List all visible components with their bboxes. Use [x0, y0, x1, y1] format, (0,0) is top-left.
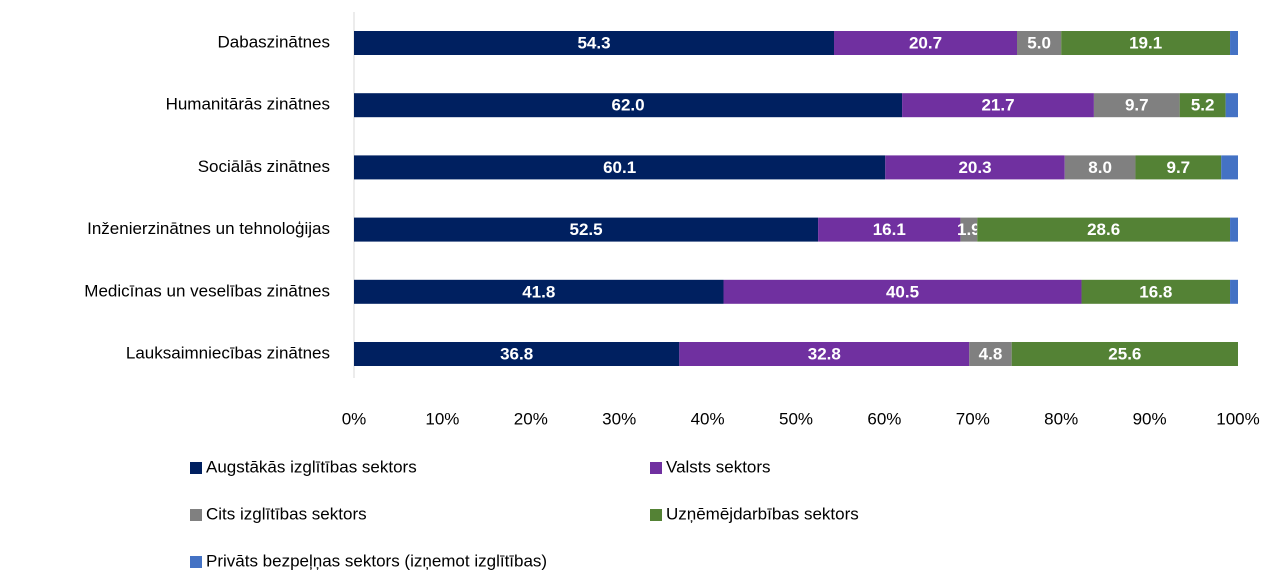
category-label: Medicīnas un veselības zinātnes	[84, 281, 330, 300]
data-label: 5.2	[1191, 96, 1215, 115]
data-label: 5.0	[1027, 33, 1051, 52]
legend-label: Privāts bezpeļņas sektors (izņemot izglī…	[206, 551, 547, 570]
legend-swatch	[190, 509, 202, 521]
data-label: 36.8	[500, 344, 533, 363]
bar-segment	[1061, 31, 1231, 55]
bar-segment	[960, 217, 978, 242]
x-tick-label: 100%	[1216, 409, 1259, 428]
x-tick-label: 70%	[956, 409, 990, 428]
x-tick-label: 20%	[514, 409, 548, 428]
legend-swatch	[190, 462, 202, 474]
data-label: 60.1	[603, 158, 636, 177]
data-label: 41.8	[522, 282, 555, 301]
bar-segment	[1081, 279, 1231, 304]
data-label: 9.7	[1125, 96, 1149, 115]
data-label: 16.1	[873, 220, 906, 239]
bar-segment	[354, 342, 680, 366]
x-tick-label: 60%	[867, 409, 901, 428]
legend-swatch	[650, 462, 662, 474]
category-label: Lauksaimniecības zinātnes	[126, 343, 330, 362]
bar-segment	[354, 93, 903, 118]
legend-swatch	[190, 556, 202, 568]
data-label: 16.8	[1139, 282, 1172, 301]
category-label: Humanitārās zinātnes	[166, 95, 330, 114]
legend-swatch	[650, 509, 662, 521]
bar-segment	[885, 155, 1065, 180]
category-label: Sociālās zinātnes	[198, 157, 330, 176]
x-tick-label: 80%	[1044, 409, 1078, 428]
bar-segment	[1064, 155, 1136, 180]
data-label: 20.3	[958, 158, 991, 177]
bar-segment	[1230, 279, 1238, 304]
bar-segment	[1230, 217, 1238, 242]
legend-label: Valsts sektors	[666, 457, 771, 476]
bar-segment	[1230, 31, 1238, 55]
data-label: 4.8	[979, 344, 1003, 363]
data-label: 1.9	[957, 220, 981, 239]
category-label: Dabaszinātnes	[218, 32, 330, 51]
bar-segment	[723, 279, 1082, 304]
bar-segment	[977, 217, 1231, 242]
bar-segment	[1017, 31, 1062, 55]
bar-segment	[354, 31, 835, 55]
data-label: 25.6	[1108, 344, 1141, 363]
x-tick-label: 40%	[691, 409, 725, 428]
data-label: 21.7	[981, 96, 1014, 115]
data-label: 19.1	[1129, 33, 1162, 52]
data-label: 20.7	[909, 33, 942, 52]
bar-segment	[1011, 342, 1238, 366]
x-tick-label: 30%	[602, 409, 636, 428]
bar-segment	[818, 217, 961, 242]
legend-label: Cits izglītības sektors	[206, 504, 367, 523]
bar-segment	[354, 217, 819, 242]
x-tick-label: 90%	[1133, 409, 1167, 428]
data-label: 52.5	[570, 220, 603, 239]
x-tick-label: 50%	[779, 409, 813, 428]
bar-segment	[354, 155, 886, 180]
data-label: 8.0	[1088, 158, 1112, 177]
data-label: 32.8	[808, 344, 841, 363]
data-label: 54.3	[577, 33, 610, 52]
bar-segment	[1093, 93, 1180, 118]
bar-segment	[834, 31, 1017, 55]
bar-segment	[1221, 155, 1238, 180]
x-tick-label: 10%	[425, 409, 459, 428]
x-tick-label: 0%	[342, 409, 367, 428]
bar-segment	[679, 342, 970, 366]
bar-segment	[902, 93, 1094, 118]
bar-segment	[1225, 93, 1238, 118]
data-label: 40.5	[886, 282, 919, 301]
bar-segment	[969, 342, 1012, 366]
bar-segment	[354, 279, 724, 304]
data-label: 62.0	[611, 96, 644, 115]
bar-segment	[1179, 93, 1226, 118]
legend-label: Uzņēmējdarbības sektors	[666, 504, 859, 523]
data-label: 28.6	[1087, 220, 1120, 239]
category-label: Inženierzinātnes un tehnoloģijas	[87, 219, 330, 238]
data-label: 9.7	[1167, 158, 1191, 177]
bar-segment	[1135, 155, 1222, 180]
legend-label: Augstākās izglītības sektors	[206, 457, 417, 476]
